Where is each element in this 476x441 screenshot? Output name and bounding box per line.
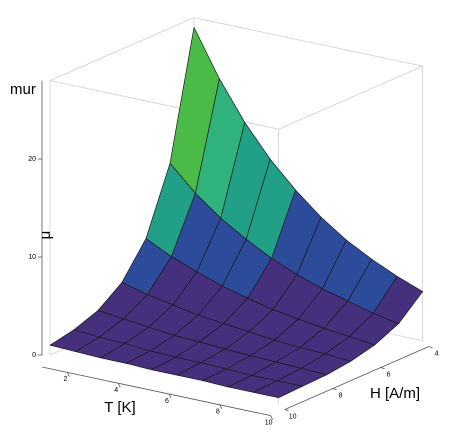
y-axis — [284, 346, 429, 410]
y-tick — [428, 346, 433, 348]
chart-title: mur — [10, 81, 36, 98]
y-tick-label: 6 — [387, 371, 391, 378]
box-edge — [49, 17, 195, 81]
z-tick-label: 0 — [32, 352, 36, 359]
x-tick-label: 8 — [216, 409, 220, 416]
y-tick-label: 10 — [289, 413, 297, 420]
x-tick-label: 10 — [265, 419, 273, 426]
box-edge — [193, 17, 423, 67]
x-axis-label: T [K] — [104, 399, 135, 416]
y-tick-label: 4 — [435, 350, 439, 357]
box-edge — [278, 65, 423, 130]
x-tick-label: 2 — [63, 376, 67, 383]
surface-face — [252, 380, 303, 399]
x-tick — [270, 415, 273, 420]
x-tick — [168, 393, 172, 399]
axes-box — [38, 17, 433, 420]
labels: mur μ T [K] H [A/m] 2 4 6 8 10 4 6 8 10 0 10 20 — [10, 81, 439, 426]
z-tick-label: 10 — [28, 254, 36, 261]
x-tick — [117, 383, 121, 388]
x-tick-label: 4 — [114, 387, 118, 394]
z-tick-label: 20 — [28, 156, 36, 163]
y-tick — [332, 388, 337, 390]
x-tick-label: 6 — [165, 398, 169, 405]
y-tick — [380, 367, 385, 369]
z-axis-label: μ — [37, 231, 54, 240]
y-axis-label: H [A/m] — [370, 385, 420, 402]
x-tick — [219, 404, 223, 409]
y-tick — [284, 409, 289, 411]
surface — [49, 27, 423, 399]
x-axis — [41, 366, 271, 416]
x-tick — [67, 372, 70, 377]
y-tick-label: 8 — [339, 392, 343, 399]
